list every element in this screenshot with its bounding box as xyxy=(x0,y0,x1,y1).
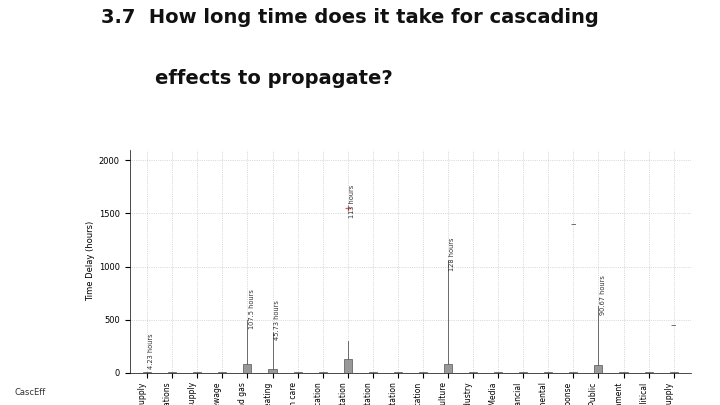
Text: 3.7  How long time does it take for cascading: 3.7 How long time does it take for casca… xyxy=(101,8,598,27)
Text: 90.67 hours: 90.67 hours xyxy=(600,275,606,315)
FancyBboxPatch shape xyxy=(570,372,577,373)
Text: 45.73 hours: 45.73 hours xyxy=(274,300,280,340)
FancyBboxPatch shape xyxy=(444,364,452,373)
FancyBboxPatch shape xyxy=(494,372,502,373)
FancyBboxPatch shape xyxy=(218,372,226,373)
Text: –: – xyxy=(570,219,576,229)
FancyBboxPatch shape xyxy=(294,372,302,373)
FancyBboxPatch shape xyxy=(168,372,176,373)
FancyBboxPatch shape xyxy=(670,372,678,373)
Text: CascEff: CascEff xyxy=(14,388,45,397)
Text: 128 hours: 128 hours xyxy=(449,237,455,271)
FancyBboxPatch shape xyxy=(369,372,377,373)
FancyBboxPatch shape xyxy=(619,372,628,373)
Y-axis label: Time Delay (hours): Time Delay (hours) xyxy=(86,221,95,301)
FancyBboxPatch shape xyxy=(544,372,552,373)
FancyBboxPatch shape xyxy=(644,372,652,373)
FancyBboxPatch shape xyxy=(519,372,527,373)
FancyBboxPatch shape xyxy=(143,372,151,373)
FancyBboxPatch shape xyxy=(343,359,352,373)
FancyBboxPatch shape xyxy=(394,372,402,373)
FancyBboxPatch shape xyxy=(243,364,251,373)
FancyBboxPatch shape xyxy=(469,372,477,373)
Text: 4.23 hours: 4.23 hours xyxy=(148,334,154,369)
FancyBboxPatch shape xyxy=(193,372,202,373)
FancyBboxPatch shape xyxy=(269,369,276,373)
Text: effects to propagate?: effects to propagate? xyxy=(101,69,392,88)
FancyBboxPatch shape xyxy=(319,372,327,373)
FancyBboxPatch shape xyxy=(595,365,603,373)
Text: –: – xyxy=(671,320,677,330)
FancyBboxPatch shape xyxy=(419,372,427,373)
Text: 107.5 hours: 107.5 hours xyxy=(248,289,255,329)
Text: 113 hours: 113 hours xyxy=(349,185,355,218)
